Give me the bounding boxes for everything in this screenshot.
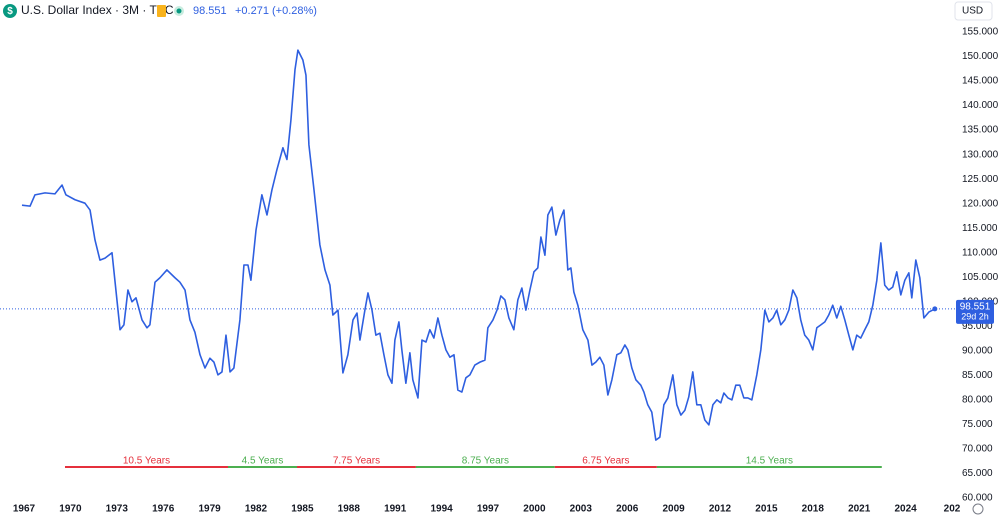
y-tick-label: 125.000 — [962, 174, 999, 185]
y-tick-label: 105.000 — [962, 272, 999, 283]
y-tick-label: 80.000 — [962, 395, 993, 406]
last-price-label: 98.551 — [960, 302, 991, 313]
cycle-label: 8.75 Years — [462, 456, 509, 467]
y-tick-label: 145.000 — [962, 76, 999, 87]
countdown: 29d 2h — [961, 311, 989, 321]
x-tick-label: 2024 — [894, 504, 917, 515]
settings-icon[interactable] — [972, 503, 984, 515]
x-tick-label: 1970 — [59, 504, 82, 515]
cycle-label: 10.5 Years — [123, 456, 170, 467]
x-tick-label: 202 — [944, 504, 961, 515]
y-tick-label: 155.000 — [962, 27, 999, 38]
cycle-label: 7.75 Years — [333, 456, 380, 467]
x-tick-label: 1994 — [430, 504, 453, 515]
y-tick-label: 130.000 — [962, 149, 999, 160]
x-tick-label: 2021 — [848, 504, 871, 515]
x-tick-label: 1997 — [477, 504, 500, 515]
currency-button[interactable] — [954, 1, 993, 21]
logo-symbol: $ — [7, 6, 13, 17]
x-tick-label: 2000 — [523, 504, 546, 515]
price: 98.551 — [193, 5, 227, 17]
y-tick-label: 120.000 — [962, 198, 999, 209]
x-tick-label: 2006 — [616, 504, 639, 515]
change-pct: (+0.28%) — [272, 5, 317, 17]
flag-icon — [157, 5, 166, 17]
y-tick-label: 90.000 — [962, 345, 993, 356]
last-price-box — [956, 299, 994, 324]
y-tick-label: 60.000 — [962, 493, 993, 504]
y-tick-label: 95.000 — [962, 321, 993, 332]
cycle-label: 6.75 Years — [582, 456, 629, 467]
currency[interactable]: USD — [962, 6, 983, 17]
x-tick-label: 1976 — [152, 504, 175, 515]
x-tick-label: 1991 — [384, 504, 407, 515]
y-tick-label: 70.000 — [962, 444, 993, 455]
y-tick-label: 115.000 — [962, 223, 998, 234]
y-tick-label: 150.000 — [962, 51, 999, 62]
y-tick-label: 75.000 — [962, 419, 993, 430]
change: +0.271 — [235, 5, 269, 17]
x-tick-label: 2009 — [662, 504, 685, 515]
x-tick-label: 1988 — [338, 504, 361, 515]
x-tick-label: 1967 — [13, 504, 36, 515]
x-tick-label: 1985 — [291, 504, 314, 515]
y-tick-label: 135.000 — [962, 125, 999, 136]
x-tick-label: 2018 — [802, 504, 825, 515]
last-point — [932, 306, 938, 312]
status-dot — [176, 8, 182, 14]
cycle-label: 14.5 Years — [746, 456, 793, 467]
y-tick-label: 85.000 — [962, 370, 993, 381]
y-tick-label: 110.000 — [962, 247, 998, 258]
x-tick-label: 2003 — [570, 504, 593, 515]
x-tick-label: 1973 — [106, 504, 129, 515]
x-tick-label: 1979 — [198, 504, 221, 515]
cycle-label: 4.5 Years — [242, 456, 284, 467]
y-tick-label: 65.000 — [962, 468, 993, 479]
x-tick-label: 2015 — [755, 504, 778, 515]
y-tick-label: 140.000 — [962, 100, 999, 111]
x-tick-label: 2012 — [709, 504, 732, 515]
chart-title: U.S. Dollar Index · 3M · TVC — [21, 3, 174, 17]
logo — [3, 4, 17, 18]
price-line — [21, 49, 936, 441]
x-tick-label: 1982 — [245, 504, 268, 515]
